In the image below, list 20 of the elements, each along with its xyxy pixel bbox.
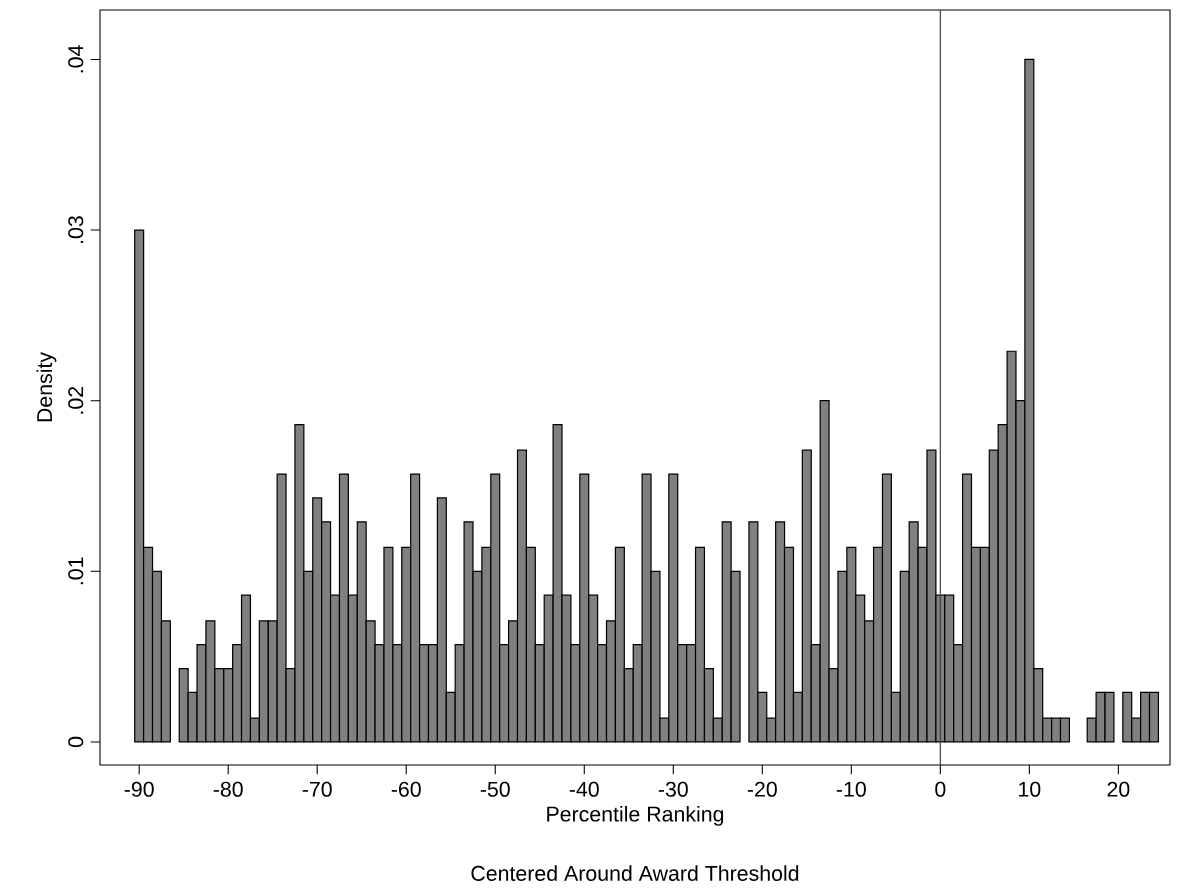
x-tick-label: -70 xyxy=(302,781,332,797)
x-tick-label: -80 xyxy=(213,781,243,797)
x-tick-label: -50 xyxy=(480,781,510,797)
x-tick-label: -10 xyxy=(836,781,866,797)
y-tick-label: .03 xyxy=(68,216,84,243)
x-tick-label: 0 xyxy=(935,781,946,797)
x-tick-label: -20 xyxy=(747,781,777,797)
x-tick-label: -40 xyxy=(569,781,599,797)
text: Centered Around Award Threshold xyxy=(471,865,799,881)
x-axis-title: Percentile Ranking xyxy=(547,805,724,826)
x-tick-label: -30 xyxy=(658,781,688,797)
y-tick-label: 0 xyxy=(68,736,84,748)
y-axis-title: Density xyxy=(36,351,57,422)
y-tick-label: .01 xyxy=(68,557,84,585)
x-tick-label: 10 xyxy=(1019,781,1041,797)
x-tick-label: 20 xyxy=(1107,781,1130,797)
x-tick-label: -60 xyxy=(391,781,421,797)
y-tick-label: .02 xyxy=(68,386,84,414)
y-tick-label: .04 xyxy=(68,45,84,73)
x-tick-label: -90 xyxy=(124,781,154,797)
